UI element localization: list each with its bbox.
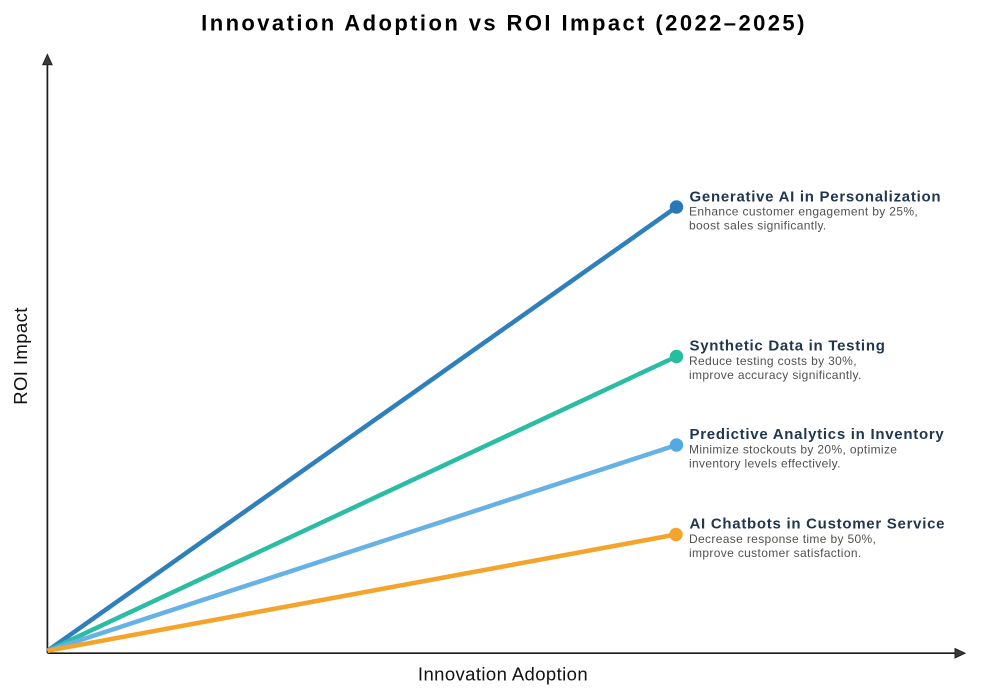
svg-text:inventory levels effectively.: inventory levels effectively. xyxy=(689,457,841,471)
svg-text:improve customer satisfaction.: improve customer satisfaction. xyxy=(689,546,862,560)
svg-text:Decrease response time by 50%,: Decrease response time by 50%, xyxy=(689,532,876,546)
svg-text:Innovation Adoption: Innovation Adoption xyxy=(418,664,588,685)
svg-text:Synthetic Data in Testing: Synthetic Data in Testing xyxy=(690,337,886,354)
svg-text:Minimize stockouts by 20%, opt: Minimize stockouts by 20%, optimize xyxy=(689,443,897,457)
svg-text:improve accuracy significantly: improve accuracy significantly. xyxy=(689,368,862,382)
svg-text:Predictive Analytics in Invent: Predictive Analytics in Inventory xyxy=(690,426,945,443)
svg-text:AI Chatbots in Customer Servic: AI Chatbots in Customer Service xyxy=(690,516,946,533)
svg-text:Enhance customer engagement by: Enhance customer engagement by 25%, xyxy=(689,205,918,219)
svg-text:Generative AI in Personalizati: Generative AI in Personalization xyxy=(690,188,942,205)
svg-text:boost sales significantly.: boost sales significantly. xyxy=(689,219,827,233)
svg-text:Reduce testing costs by 30%,: Reduce testing costs by 30%, xyxy=(689,354,857,368)
svg-text:ROI Impact: ROI Impact xyxy=(10,307,31,405)
svg-text:Innovation Adoption vs ROI Imp: Innovation Adoption vs ROI Impact (2022–… xyxy=(201,11,807,36)
